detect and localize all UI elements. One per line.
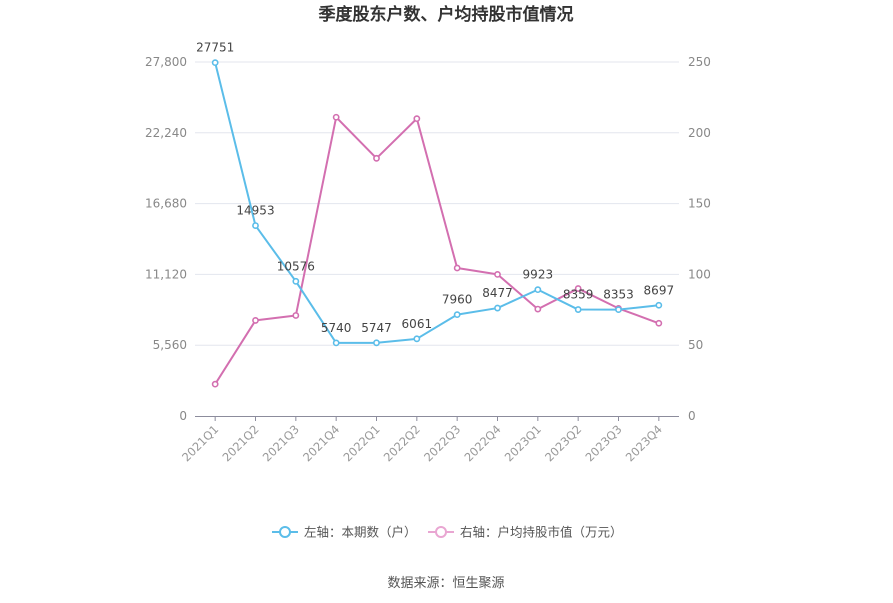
x-tick-label: 2021Q2 bbox=[219, 422, 261, 464]
right-series-point bbox=[292, 312, 300, 319]
data-label: 27751 bbox=[196, 41, 234, 55]
right-tick-label: 200 bbox=[688, 126, 711, 140]
left-series-point bbox=[373, 339, 380, 347]
right-tick-label: 150 bbox=[688, 197, 711, 211]
left-tick-label: 27,800 bbox=[145, 55, 187, 69]
left-tick-label: 16,680 bbox=[145, 197, 187, 211]
left-series-point bbox=[534, 286, 542, 294]
x-tick-label: 2021Q4 bbox=[300, 422, 342, 464]
right-tick-label: 50 bbox=[688, 338, 703, 352]
data-labels: 27751 14953 10576 5740 5747 6061 7960 8477 9923 8… bbox=[196, 41, 674, 335]
left-series-point bbox=[292, 277, 300, 285]
legend-left-marker bbox=[279, 526, 291, 538]
right-series-point bbox=[534, 305, 542, 313]
right-series-point bbox=[655, 319, 663, 327]
left-tick-label: 5,560 bbox=[153, 338, 187, 352]
right-series-point bbox=[494, 270, 501, 278]
source-note: 数据来源：恒生聚源 bbox=[387, 576, 504, 591]
right-series-point bbox=[413, 115, 421, 123]
x-tick-label: 2022Q2 bbox=[381, 422, 423, 464]
right-series-point bbox=[373, 154, 380, 162]
right-series-point bbox=[252, 317, 259, 324]
data-label: 6061 bbox=[402, 317, 433, 331]
x-tick-label: 2023Q3 bbox=[582, 422, 624, 464]
data-label: 9923 bbox=[523, 268, 554, 282]
data-label: 8359 bbox=[563, 288, 594, 302]
x-tick-label: 2021Q3 bbox=[260, 422, 302, 464]
left-series-point bbox=[211, 59, 219, 67]
legend-item-left-series[interactable]: 左轴：本期数（户） bbox=[272, 525, 417, 540]
x-tick-label: 2023Q4 bbox=[623, 422, 665, 464]
legend-left-label: 左轴：本期数（户） bbox=[304, 525, 417, 540]
chart-title: 季度股东户数、户均持股市值情况 bbox=[319, 4, 574, 25]
right-series-point bbox=[332, 113, 340, 121]
data-label: 5740 bbox=[321, 321, 352, 335]
x-tick-label: 2023Q1 bbox=[502, 422, 544, 464]
left-series-point bbox=[574, 306, 582, 313]
left-axis-ticks: 0 5,560 11,120 16,680 22,240 27,800 bbox=[145, 55, 187, 423]
left-tick-label: 22,240 bbox=[145, 126, 187, 140]
right-axis-ticks: 0 50 100 150 200 250 bbox=[688, 55, 711, 423]
left-series-point bbox=[453, 311, 461, 319]
left-series-line bbox=[214, 62, 659, 344]
legend-right-marker bbox=[435, 526, 447, 538]
right-tick-label: 0 bbox=[688, 409, 696, 423]
right-series-point bbox=[453, 264, 461, 272]
left-tick-label: 11,120 bbox=[145, 267, 187, 281]
left-series-point bbox=[252, 222, 259, 229]
data-label: 8353 bbox=[603, 288, 634, 302]
data-label: 5747 bbox=[361, 321, 392, 335]
left-series-point bbox=[615, 306, 622, 314]
x-axis: 2021Q12021Q22021Q32021Q42022Q12022Q22022… bbox=[179, 416, 679, 464]
x-tick-label: 2021Q1 bbox=[179, 422, 221, 464]
left-series-point bbox=[494, 304, 501, 312]
legend-item-right-series[interactable]: 右轴：户均持股市值（万元） bbox=[428, 525, 623, 540]
right-tick-label: 250 bbox=[688, 55, 711, 69]
data-label: 7960 bbox=[442, 293, 473, 307]
series-layer bbox=[211, 59, 663, 388]
legend-right-label: 右轴：户均持股市值（万元） bbox=[460, 525, 623, 540]
x-tick-label: 2022Q4 bbox=[461, 422, 503, 464]
left-tick-label: 0 bbox=[179, 409, 187, 423]
legend[interactable]: 左轴：本期数（户） 右轴：户均持股市值（万元） bbox=[272, 525, 623, 540]
data-label: 8477 bbox=[482, 286, 513, 300]
left-series-point bbox=[655, 301, 663, 309]
data-label: 10576 bbox=[277, 259, 315, 273]
right-series-line bbox=[214, 116, 660, 385]
data-label: 8697 bbox=[644, 283, 675, 297]
right-series-point bbox=[574, 285, 582, 292]
left-series-point bbox=[332, 339, 340, 347]
data-label: 14953 bbox=[236, 204, 274, 218]
left-series-point bbox=[413, 335, 421, 343]
grid bbox=[195, 61, 679, 346]
x-tick-label: 2022Q3 bbox=[421, 422, 463, 464]
x-tick-label: 2022Q1 bbox=[340, 422, 382, 464]
x-tick-label: 2023Q2 bbox=[542, 422, 584, 464]
right-tick-label: 100 bbox=[688, 267, 711, 281]
right-series-point bbox=[211, 380, 219, 388]
